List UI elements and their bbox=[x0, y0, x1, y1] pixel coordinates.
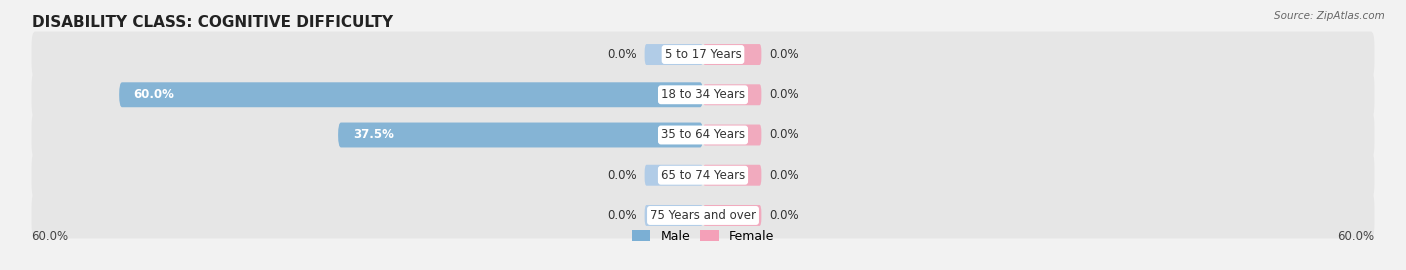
FancyBboxPatch shape bbox=[31, 112, 1375, 158]
Text: 0.0%: 0.0% bbox=[607, 169, 637, 182]
Text: 35 to 64 Years: 35 to 64 Years bbox=[661, 129, 745, 141]
FancyBboxPatch shape bbox=[337, 123, 703, 147]
FancyBboxPatch shape bbox=[703, 124, 762, 146]
Legend: Male, Female: Male, Female bbox=[627, 225, 779, 248]
Text: 5 to 17 Years: 5 to 17 Years bbox=[665, 48, 741, 61]
Text: 60.0%: 60.0% bbox=[1337, 230, 1375, 243]
Text: 0.0%: 0.0% bbox=[607, 48, 637, 61]
Text: DISABILITY CLASS: COGNITIVE DIFFICULTY: DISABILITY CLASS: COGNITIVE DIFFICULTY bbox=[31, 15, 392, 30]
Text: 37.5%: 37.5% bbox=[353, 129, 394, 141]
Text: Source: ZipAtlas.com: Source: ZipAtlas.com bbox=[1274, 11, 1385, 21]
FancyBboxPatch shape bbox=[703, 205, 762, 226]
FancyBboxPatch shape bbox=[120, 82, 703, 107]
FancyBboxPatch shape bbox=[644, 205, 703, 226]
Text: 0.0%: 0.0% bbox=[769, 48, 799, 61]
FancyBboxPatch shape bbox=[703, 44, 762, 65]
FancyBboxPatch shape bbox=[31, 32, 1375, 77]
Text: 65 to 74 Years: 65 to 74 Years bbox=[661, 169, 745, 182]
Text: 75 Years and over: 75 Years and over bbox=[650, 209, 756, 222]
Text: 0.0%: 0.0% bbox=[769, 88, 799, 101]
Text: 0.0%: 0.0% bbox=[769, 169, 799, 182]
FancyBboxPatch shape bbox=[644, 44, 703, 65]
FancyBboxPatch shape bbox=[31, 152, 1375, 198]
FancyBboxPatch shape bbox=[31, 72, 1375, 118]
FancyBboxPatch shape bbox=[703, 165, 762, 186]
FancyBboxPatch shape bbox=[703, 84, 762, 105]
FancyBboxPatch shape bbox=[31, 193, 1375, 238]
Text: 60.0%: 60.0% bbox=[31, 230, 69, 243]
Text: 0.0%: 0.0% bbox=[769, 129, 799, 141]
Text: 0.0%: 0.0% bbox=[769, 209, 799, 222]
Text: 18 to 34 Years: 18 to 34 Years bbox=[661, 88, 745, 101]
Text: 60.0%: 60.0% bbox=[134, 88, 174, 101]
Text: 0.0%: 0.0% bbox=[607, 209, 637, 222]
FancyBboxPatch shape bbox=[644, 165, 703, 186]
